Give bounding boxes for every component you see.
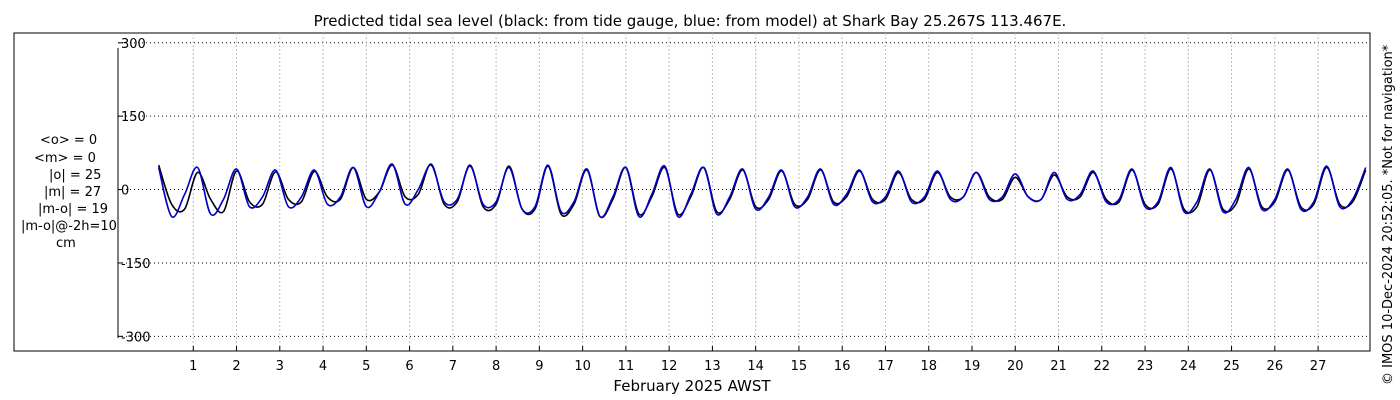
y-tick-label: -150	[121, 257, 151, 272]
x-tick-label: 11	[618, 359, 635, 374]
x-tick-label: 14	[747, 359, 764, 374]
series-line-tide-gauge	[157, 163, 1367, 219]
x-tick-label: 24	[1180, 359, 1197, 374]
x-tick-label: 2	[232, 359, 240, 374]
x-tick-label: 7	[449, 359, 457, 374]
stat-abs-model: |m| = 27	[44, 185, 102, 200]
y-tick-label: 150	[121, 110, 146, 125]
stat-mean-model: <m> = 0	[34, 151, 96, 166]
x-tick-label: 6	[405, 359, 413, 374]
x-tick-label: 1	[189, 359, 197, 374]
credit-text: © IMOS 10-Dec-2024 20:52:05. *Not for na…	[1381, 44, 1396, 385]
x-tick-label: 8	[492, 359, 500, 374]
x-tick-label: 25	[1223, 359, 1240, 374]
stat-mean-obs: <o> = 0	[40, 133, 98, 148]
y-tick-label: -300	[121, 330, 151, 345]
x-tick-label: 17	[877, 359, 894, 374]
x-tick-label: 21	[1050, 359, 1067, 374]
x-axis-label: February 2025 AWST	[613, 377, 771, 395]
x-tick-label: 13	[704, 359, 721, 374]
x-tick-label: 4	[319, 359, 327, 374]
x-tick-label: 18	[920, 359, 937, 374]
x-tick-label: 26	[1267, 359, 1284, 374]
stat-unit: cm	[56, 236, 76, 251]
x-tick-label: 15	[791, 359, 808, 374]
x-tick-label: 23	[1137, 359, 1154, 374]
x-tick-label: 10	[574, 359, 591, 374]
x-tick-label: 9	[535, 359, 543, 374]
chart-title: Predicted tidal sea level (black: from t…	[314, 12, 1067, 30]
x-tick-label: 12	[661, 359, 678, 374]
stat-abs-obs: |o| = 25	[49, 168, 102, 183]
y-axis-ticks: 300 150 0 -150 -300	[118, 37, 151, 345]
outer-frame	[13, 32, 1371, 352]
x-tick-label: 27	[1310, 359, 1327, 374]
stat-abs-diff-shift: |m-o|@-2h=10	[21, 219, 117, 234]
y-tick-label: 300	[121, 37, 146, 52]
x-tick-label: 22	[1093, 359, 1110, 374]
stat-abs-diff: |m-o| = 19	[38, 202, 109, 217]
series-line-model	[157, 163, 1367, 219]
x-axis-ticks: 1 2 3 4 5 6 7 8 9 10 11 12 13 14 15 16 17 18 19 20 21 22 23 24 2…	[189, 346, 1326, 374]
x-tick-label: 20	[1007, 359, 1024, 374]
grid-lines	[118, 33, 1370, 351]
x-tick-label: 19	[964, 359, 981, 374]
y-tick-label: 0	[121, 184, 129, 199]
x-tick-label: 5	[362, 359, 370, 374]
x-tick-label: 3	[276, 359, 284, 374]
x-tick-label: 16	[834, 359, 851, 374]
series-lines	[157, 163, 1367, 219]
